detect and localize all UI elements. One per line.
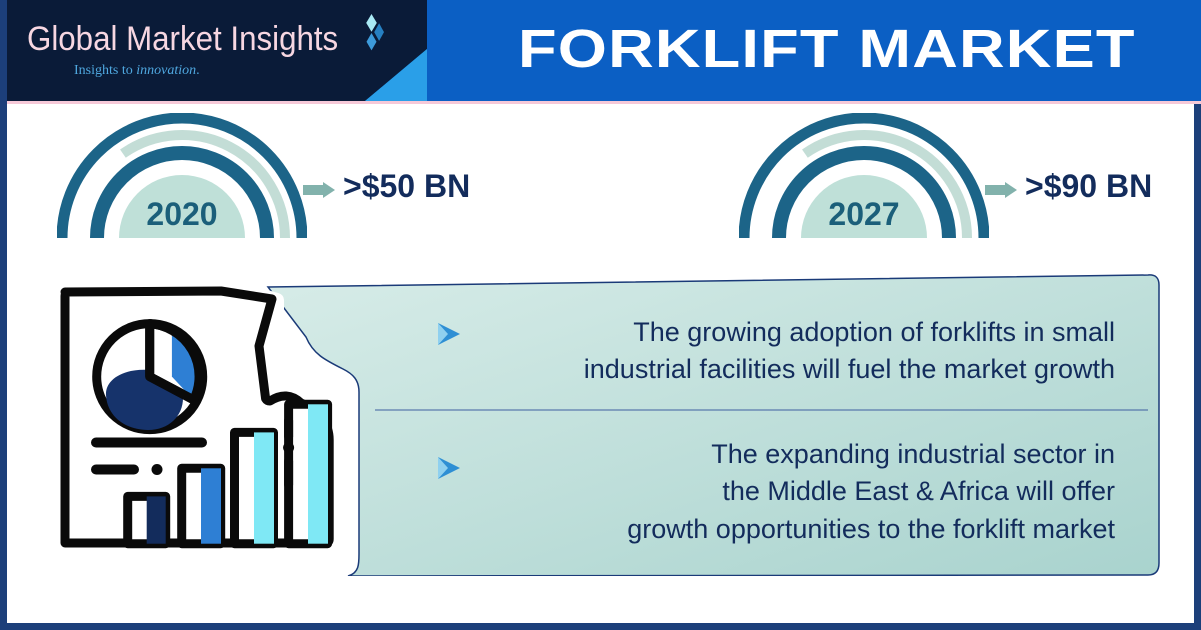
svg-text:2027: 2027: [828, 196, 899, 232]
svg-text:2020: 2020: [146, 196, 217, 232]
